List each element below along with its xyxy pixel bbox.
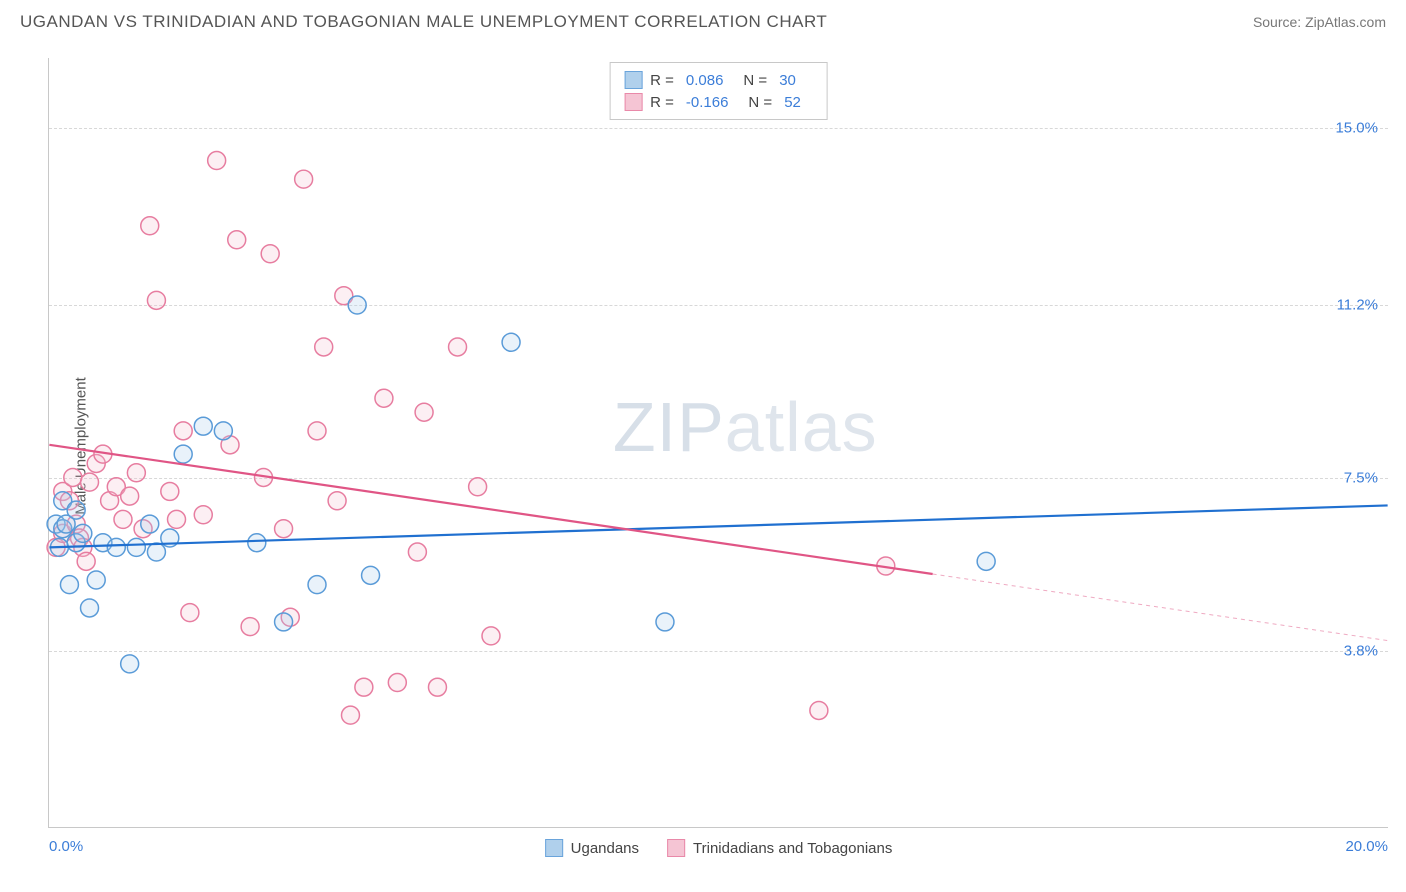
data-point bbox=[174, 422, 192, 440]
data-point bbox=[408, 543, 426, 561]
legend-row-ugandans: R = 0.086 N = 30 bbox=[624, 69, 813, 91]
data-point bbox=[147, 543, 165, 561]
legend-r-value-1: -0.166 bbox=[686, 94, 729, 111]
data-point bbox=[141, 515, 159, 533]
legend-r-label: R = bbox=[650, 94, 674, 111]
data-point bbox=[355, 678, 373, 696]
data-point bbox=[388, 674, 406, 692]
legend-n-value-1: 52 bbox=[784, 94, 801, 111]
data-point bbox=[295, 170, 313, 188]
data-point bbox=[114, 510, 132, 528]
data-point bbox=[308, 422, 326, 440]
data-point bbox=[214, 422, 232, 440]
trend-line bbox=[49, 505, 1387, 547]
x-tick-label: 20.0% bbox=[1345, 838, 1388, 855]
chart-plot-area: ZIPatlas R = 0.086 N = 30 R = -0.166 N =… bbox=[48, 58, 1388, 828]
chart-title: UGANDAN VS TRINIDADIAN AND TOBAGONIAN MA… bbox=[20, 12, 827, 32]
data-point bbox=[60, 576, 78, 594]
legend-row-trinidadians: R = -0.166 N = 52 bbox=[624, 91, 813, 113]
data-point bbox=[502, 333, 520, 351]
data-point bbox=[449, 338, 467, 356]
chart-header: UGANDAN VS TRINIDADIAN AND TOBAGONIAN MA… bbox=[0, 0, 1406, 40]
series-legend: Ugandans Trinidadians and Tobagonians bbox=[545, 839, 893, 857]
data-point bbox=[161, 482, 179, 500]
data-point bbox=[67, 501, 85, 519]
data-point bbox=[121, 655, 139, 673]
swatch-trinidadians bbox=[667, 839, 685, 857]
legend-n-value-0: 30 bbox=[779, 72, 796, 89]
data-point bbox=[241, 618, 259, 636]
scatter-svg bbox=[49, 58, 1388, 827]
swatch-trinidadians bbox=[624, 93, 642, 111]
data-point bbox=[328, 492, 346, 510]
data-point bbox=[248, 534, 266, 552]
data-point bbox=[168, 510, 186, 528]
legend-label-trinidadians: Trinidadians and Tobagonians bbox=[693, 840, 892, 857]
swatch-ugandans bbox=[545, 839, 563, 857]
data-point bbox=[415, 403, 433, 421]
data-point bbox=[147, 291, 165, 309]
data-point bbox=[64, 468, 82, 486]
data-point bbox=[87, 571, 105, 589]
data-point bbox=[81, 473, 99, 491]
legend-r-value-0: 0.086 bbox=[686, 72, 724, 89]
data-point bbox=[341, 706, 359, 724]
data-point bbox=[228, 231, 246, 249]
data-point bbox=[194, 506, 212, 524]
data-point bbox=[656, 613, 674, 631]
correlation-legend: R = 0.086 N = 30 R = -0.166 N = 52 bbox=[609, 62, 828, 120]
data-point bbox=[174, 445, 192, 463]
legend-item-ugandans: Ugandans bbox=[545, 839, 639, 857]
legend-r-label: R = bbox=[650, 72, 674, 89]
data-point bbox=[121, 487, 139, 505]
data-point bbox=[275, 613, 293, 631]
data-point bbox=[348, 296, 366, 314]
data-point bbox=[315, 338, 333, 356]
data-point bbox=[261, 245, 279, 263]
x-tick-label: 0.0% bbox=[49, 838, 83, 855]
data-point bbox=[127, 464, 145, 482]
data-point bbox=[469, 478, 487, 496]
chart-source: Source: ZipAtlas.com bbox=[1253, 14, 1386, 30]
data-point bbox=[362, 566, 380, 584]
legend-n-label: N = bbox=[748, 94, 772, 111]
data-point bbox=[308, 576, 326, 594]
data-point bbox=[428, 678, 446, 696]
legend-label-ugandans: Ugandans bbox=[571, 840, 639, 857]
data-point bbox=[77, 552, 95, 570]
trend-line bbox=[49, 445, 932, 574]
data-point bbox=[482, 627, 500, 645]
data-point bbox=[107, 538, 125, 556]
data-point bbox=[74, 524, 92, 542]
data-point bbox=[81, 599, 99, 617]
legend-item-trinidadians: Trinidadians and Tobagonians bbox=[667, 839, 892, 857]
data-point bbox=[208, 152, 226, 170]
data-point bbox=[127, 538, 145, 556]
legend-n-label: N = bbox=[743, 72, 767, 89]
trend-line-dashed bbox=[933, 574, 1388, 641]
data-point bbox=[141, 217, 159, 235]
data-point bbox=[275, 520, 293, 538]
data-point bbox=[181, 604, 199, 622]
swatch-ugandans bbox=[624, 71, 642, 89]
data-point bbox=[375, 389, 393, 407]
data-point bbox=[977, 552, 995, 570]
data-point bbox=[810, 701, 828, 719]
data-point bbox=[194, 417, 212, 435]
